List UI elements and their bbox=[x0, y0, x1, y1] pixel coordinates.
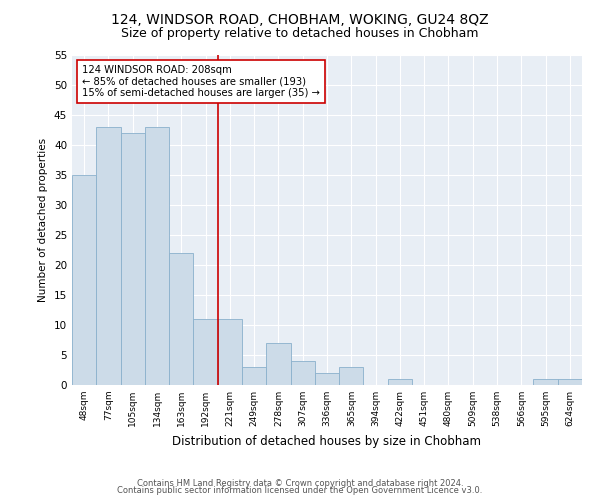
Bar bbox=[242, 367, 266, 385]
Text: Size of property relative to detached houses in Chobham: Size of property relative to detached ho… bbox=[121, 28, 479, 40]
Bar bbox=[121, 133, 145, 385]
Bar bbox=[558, 379, 582, 385]
Bar bbox=[533, 379, 558, 385]
Y-axis label: Number of detached properties: Number of detached properties bbox=[38, 138, 49, 302]
Bar bbox=[145, 127, 169, 385]
Text: 124, WINDSOR ROAD, CHOBHAM, WOKING, GU24 8QZ: 124, WINDSOR ROAD, CHOBHAM, WOKING, GU24… bbox=[111, 12, 489, 26]
Bar bbox=[266, 343, 290, 385]
Bar bbox=[96, 127, 121, 385]
Bar bbox=[72, 175, 96, 385]
Text: Contains HM Land Registry data © Crown copyright and database right 2024.: Contains HM Land Registry data © Crown c… bbox=[137, 478, 463, 488]
Text: Contains public sector information licensed under the Open Government Licence v3: Contains public sector information licen… bbox=[118, 486, 482, 495]
Bar bbox=[388, 379, 412, 385]
X-axis label: Distribution of detached houses by size in Chobham: Distribution of detached houses by size … bbox=[173, 434, 482, 448]
Bar bbox=[290, 361, 315, 385]
Bar bbox=[193, 319, 218, 385]
Bar bbox=[218, 319, 242, 385]
Bar bbox=[169, 253, 193, 385]
Bar bbox=[339, 367, 364, 385]
Text: 124 WINDSOR ROAD: 208sqm
← 85% of detached houses are smaller (193)
15% of semi-: 124 WINDSOR ROAD: 208sqm ← 85% of detach… bbox=[82, 65, 320, 98]
Bar bbox=[315, 373, 339, 385]
